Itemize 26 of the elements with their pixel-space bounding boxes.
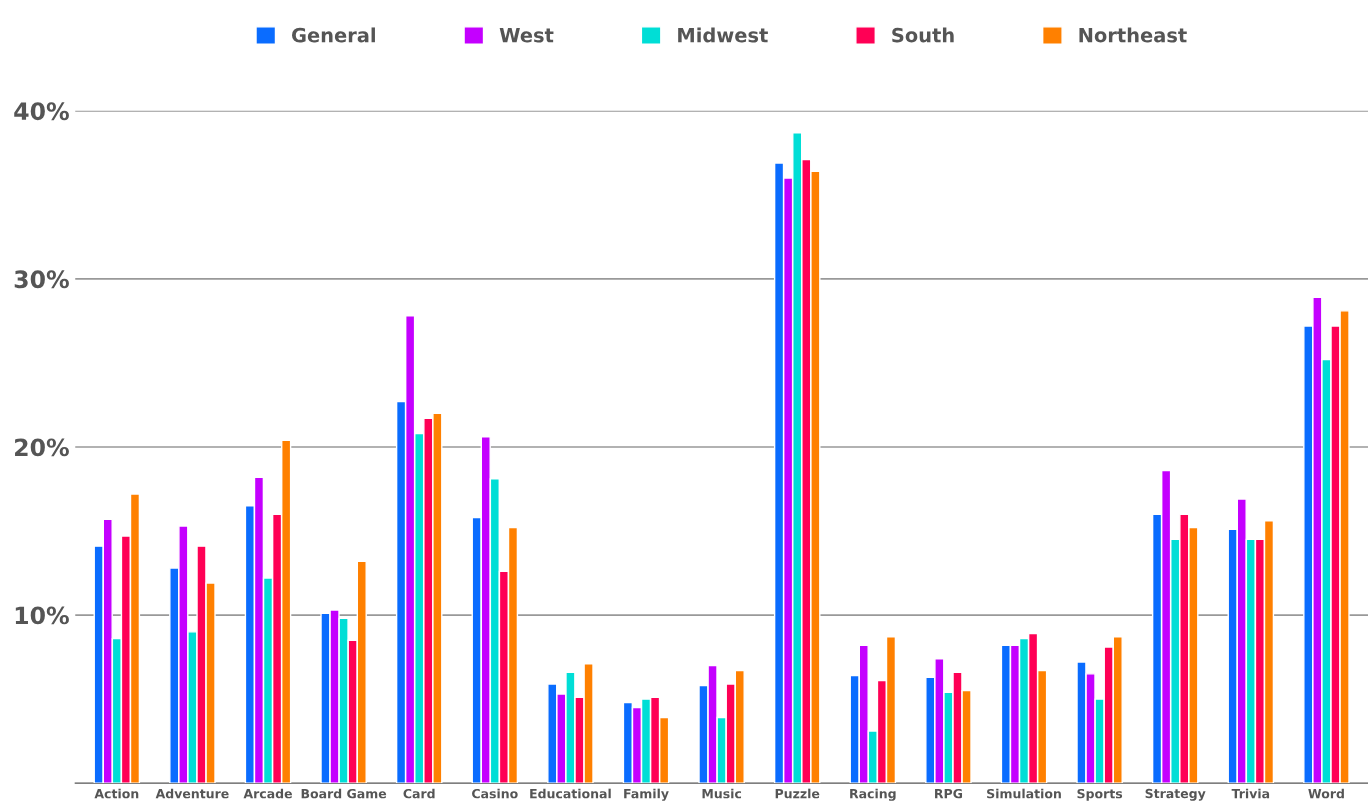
x-tick-label: Card (403, 788, 435, 799)
x-tick-label: Family (624, 788, 669, 801)
x-tick-label: Simulation (987, 788, 1061, 799)
legend-label: South (892, 27, 954, 43)
x-tick-label: Word (1308, 788, 1344, 799)
legend-label: Northeast (1079, 27, 1187, 43)
legend-label: Midwest (678, 27, 768, 43)
x-tick-label: Racing (850, 788, 896, 801)
y-tick-label: 20% (15, 438, 69, 457)
x-tick-label: Trivia (1231, 788, 1270, 799)
x-tick-label: Casino (472, 788, 518, 799)
x-tick-label: Strategy (1145, 788, 1206, 801)
legend-label: West (499, 28, 554, 43)
x-tick-label: Puzzle (775, 788, 820, 799)
y-tick-label: 40% (14, 102, 69, 121)
y-tick-label: 10% (15, 606, 69, 625)
x-tick-label: Adventure (155, 788, 229, 799)
x-tick-label: Educational (530, 788, 611, 799)
legend-label: General (292, 27, 375, 43)
x-tick-label: Board Game (301, 788, 387, 799)
x-tick-label: Action (94, 788, 139, 799)
y-tick-label: 30% (14, 270, 69, 289)
x-tick-label: Arcade (243, 788, 292, 799)
x-tick-label: Sports (1077, 788, 1123, 801)
x-tick-label: Music (702, 788, 742, 799)
x-tick-label: RPG (935, 788, 963, 799)
